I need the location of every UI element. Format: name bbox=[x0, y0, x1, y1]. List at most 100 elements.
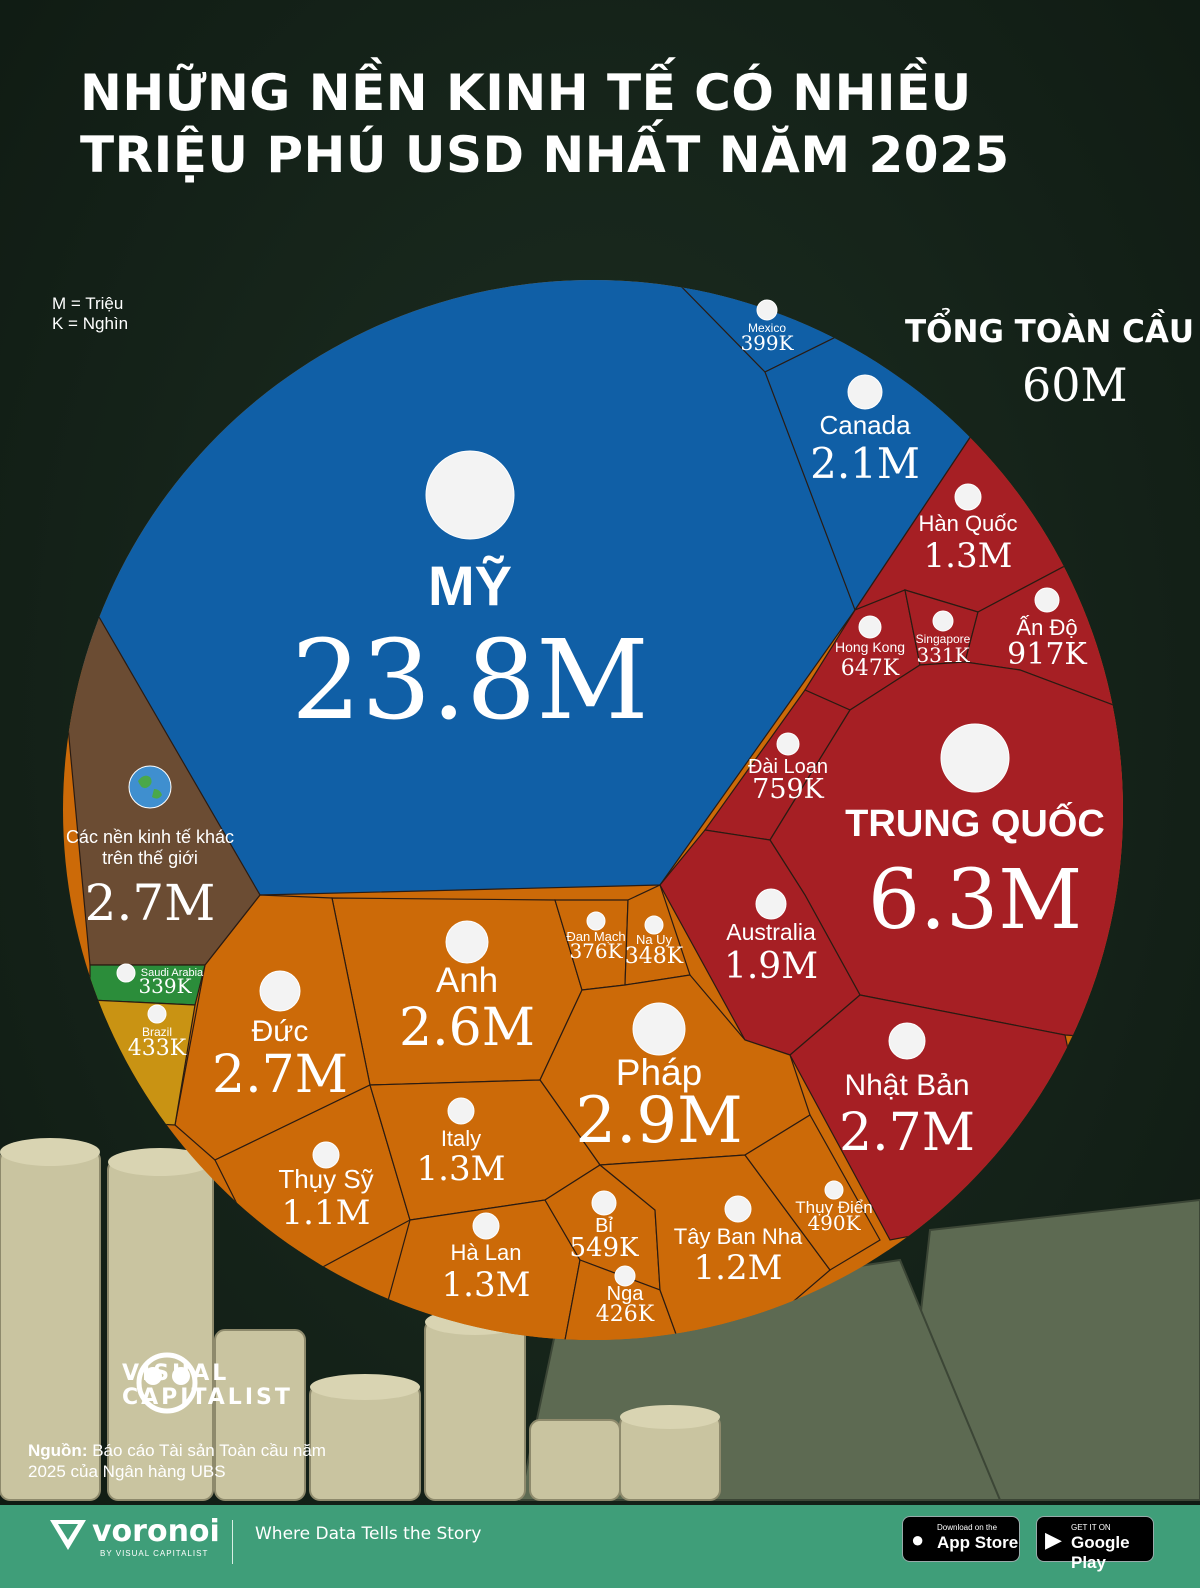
cell-label: Thụy Sỹ bbox=[278, 1164, 373, 1194]
south-korea-flag-icon bbox=[954, 483, 982, 511]
us-flag-icon bbox=[425, 450, 515, 540]
voronoi-brand-name[interactable]: voronoi bbox=[92, 1514, 220, 1549]
cell-value: 1.3M bbox=[442, 1265, 531, 1305]
google-play-icon: ▶ bbox=[1045, 1527, 1062, 1552]
cell-value: 6.3M bbox=[868, 853, 1082, 948]
global-total-label: TỔNG TOÀN CẦU bbox=[905, 314, 1194, 350]
cell-label: Đài Loan bbox=[748, 756, 828, 778]
italy-flag-icon bbox=[447, 1097, 475, 1125]
cell-label: Đức bbox=[252, 1015, 309, 1048]
cell-label: Italy bbox=[441, 1126, 481, 1151]
cell-label: Các nền kinh tế khác bbox=[66, 827, 234, 847]
globe-land-icon bbox=[138, 775, 162, 799]
cell-value: 331K bbox=[916, 643, 970, 667]
cell-value: 426K bbox=[596, 1302, 655, 1327]
cell-value: 2.7M bbox=[85, 874, 216, 932]
cell-value: 2.9M bbox=[575, 1084, 742, 1158]
cell-brazil bbox=[79, 999, 196, 1126]
norway-flag-icon bbox=[644, 915, 664, 935]
cell-value: 2.7M bbox=[212, 1045, 348, 1105]
unit-legend-k: K = Nghìn bbox=[52, 314, 129, 333]
netherlands-flag-icon bbox=[472, 1212, 500, 1240]
cell-value: 339K bbox=[138, 974, 192, 998]
australia-flag-icon bbox=[755, 888, 787, 920]
cell-sweden bbox=[744, 1114, 881, 1271]
cell-value: 549K bbox=[569, 1233, 639, 1263]
unit-legend: M = Triệu K = Nghìn bbox=[52, 294, 128, 334]
cell-value: 1.2M bbox=[694, 1248, 783, 1288]
cell-label: Nhật Bản bbox=[844, 1069, 969, 1102]
cell-value: 917K bbox=[1007, 637, 1087, 672]
denmark-flag-icon bbox=[586, 911, 606, 931]
source-text: Báo cáo Tài sản Toàn cầu năm 2025 của Ng… bbox=[28, 1441, 326, 1481]
source-label: Nguồn: bbox=[28, 1441, 88, 1460]
cell-value: 1.3M bbox=[924, 536, 1013, 576]
cell-label: Na Uy bbox=[636, 932, 673, 947]
cell-value: 2.1M bbox=[810, 439, 920, 488]
cell-value: 23.8M bbox=[291, 616, 649, 744]
uk-flag-icon bbox=[445, 920, 489, 964]
brazil-flag-icon bbox=[147, 1004, 167, 1024]
cell-label: Hà Lan bbox=[451, 1240, 522, 1265]
japan-flag-icon bbox=[888, 1022, 926, 1060]
cell-label: Hàn Quốc bbox=[918, 511, 1017, 536]
app-store-button[interactable]: ● Download on the App Store bbox=[902, 1516, 1020, 1562]
voronoi-cells bbox=[63, 280, 1123, 1340]
belgium-flag-icon bbox=[591, 1190, 617, 1216]
google-play-big: Google Play bbox=[1071, 1533, 1130, 1572]
apple-icon: ● bbox=[911, 1527, 925, 1552]
cell-label: Anh bbox=[436, 961, 498, 1000]
publisher-name: VISUAL CAPITALIST bbox=[122, 1361, 293, 1410]
saudi-flag-icon bbox=[116, 963, 136, 983]
cell-label: Canada bbox=[819, 410, 911, 440]
cell-value: 399K bbox=[740, 331, 794, 355]
cell-value: 1.9M bbox=[724, 946, 818, 987]
cell-value: 433K bbox=[128, 1036, 187, 1061]
cell-label: MỸ bbox=[428, 554, 512, 617]
source-note: Nguồn: Báo cáo Tài sản Toàn cầu năm 2025… bbox=[28, 1440, 328, 1482]
cell-label: Tây Ban Nha bbox=[674, 1224, 803, 1249]
cell-label: Australia bbox=[726, 919, 816, 945]
cell-label: Pháp bbox=[616, 1052, 702, 1093]
germany-flag-icon bbox=[259, 970, 301, 1012]
cell-label: Singapore bbox=[916, 632, 971, 646]
hong-kong-flag-icon bbox=[858, 615, 882, 639]
page-title: NHỮNG NỀN KINH TẾ CÓ NHIỀU TRIỆU PHÚ USD… bbox=[80, 64, 1010, 184]
cell-label: Bỉ bbox=[595, 1215, 613, 1237]
canada-flag-icon bbox=[847, 374, 883, 410]
russia-flag-icon bbox=[614, 1265, 636, 1287]
app-store-big: App Store bbox=[937, 1533, 1019, 1552]
cell-value: 376K bbox=[569, 939, 623, 963]
cell-label: Saudi Arabia bbox=[141, 967, 204, 979]
india-flag-icon bbox=[1034, 587, 1060, 613]
footer-divider bbox=[232, 1520, 233, 1564]
france-flag-icon bbox=[632, 1002, 686, 1056]
sweden-flag-icon bbox=[824, 1180, 844, 1200]
cell-label: TRUNG QUỐC bbox=[845, 800, 1105, 845]
cell-label: Đan Mạch bbox=[566, 929, 625, 944]
cell-label: Hong Kong bbox=[835, 639, 905, 655]
voronoi-logo-icon bbox=[50, 1520, 86, 1550]
cell-value: 1.3M bbox=[417, 1149, 506, 1189]
spain-flag-icon bbox=[724, 1195, 752, 1223]
google-play-small: GET IT ON bbox=[1071, 1523, 1111, 1532]
taiwan-flag-icon bbox=[776, 732, 800, 756]
voronoi-brand-sub: BY VISUAL CAPITALIST bbox=[100, 1549, 209, 1558]
china-flag-icon bbox=[940, 723, 1010, 793]
singapore-flag-icon bbox=[932, 610, 954, 632]
cell-label: Ấn Độ bbox=[1016, 615, 1077, 640]
google-play-button[interactable]: ▶ GET IT ON Google Play bbox=[1036, 1516, 1154, 1572]
cell-value: 2.6M bbox=[399, 998, 535, 1058]
cell-value: 348K bbox=[625, 944, 684, 969]
cell-value: 647K bbox=[841, 656, 900, 681]
mexico-flag-icon bbox=[756, 299, 778, 321]
cell-label: trên thế giới bbox=[102, 848, 198, 868]
globe-icon bbox=[128, 765, 172, 809]
tagline: Where Data Tells the Story bbox=[255, 1524, 482, 1544]
cell-label: Nga bbox=[607, 1283, 645, 1305]
app-store-small: Download on the bbox=[937, 1523, 998, 1532]
visual-capitalist-logo-icon bbox=[136, 1352, 198, 1414]
cell-value: 759K bbox=[752, 774, 825, 805]
